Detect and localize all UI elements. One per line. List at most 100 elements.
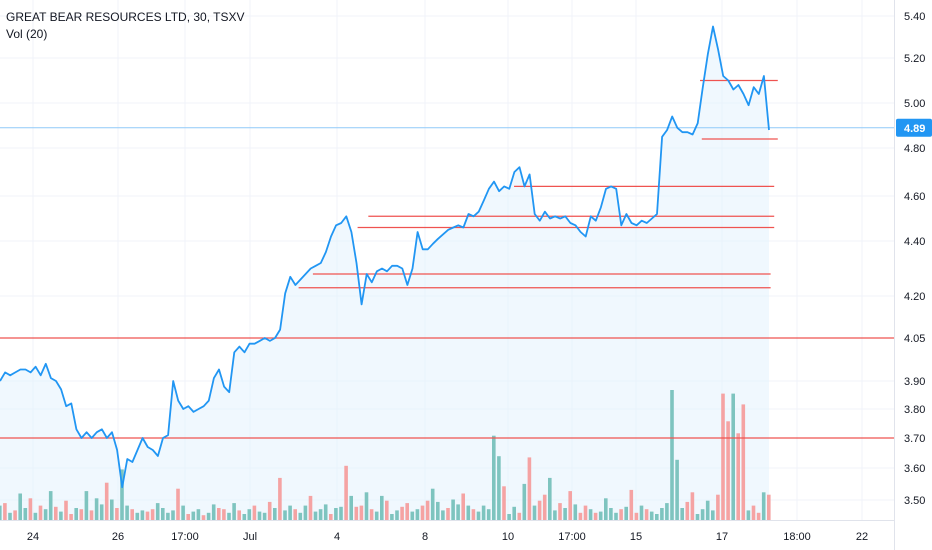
volume-bar xyxy=(548,477,552,520)
time-tick-label: 10 xyxy=(502,531,514,543)
volume-bar xyxy=(670,390,674,520)
time-tick-label: 17 xyxy=(716,531,728,543)
volume-bar xyxy=(191,511,196,520)
time-tick-label: 17:00 xyxy=(558,531,586,543)
volume-bar xyxy=(649,511,654,520)
volume-bar xyxy=(217,508,221,520)
volume-bar xyxy=(201,515,206,520)
time-tick-label: 17:00 xyxy=(171,531,199,543)
volume-bar xyxy=(736,433,740,520)
volume-bar xyxy=(267,501,272,520)
volume-bar xyxy=(492,435,496,520)
volume-bar xyxy=(43,509,48,520)
price-tick-label: 5.40 xyxy=(904,11,925,23)
volume-bar xyxy=(125,505,129,520)
volume-bar xyxy=(522,483,527,520)
volume-bar xyxy=(283,510,287,520)
volume-bar xyxy=(104,482,109,520)
volume-indicator-label: Vol (20) xyxy=(6,27,48,41)
time-tick-label: 24 xyxy=(27,531,39,543)
volume-bar xyxy=(140,510,145,520)
price-tick-label: 4.20 xyxy=(904,291,925,303)
volume-bar xyxy=(430,488,435,520)
volume-bar xyxy=(767,494,771,520)
volume-bar xyxy=(446,508,450,520)
volume-bar xyxy=(660,508,664,520)
time-tick-label: 26 xyxy=(112,531,124,543)
price-tick-label: 3.60 xyxy=(904,463,925,475)
volume-bar xyxy=(206,512,211,520)
volume-bar xyxy=(237,510,241,520)
volume-bar xyxy=(639,505,644,520)
volume-bar xyxy=(74,508,78,520)
volume-bar xyxy=(731,393,735,520)
volume-bar xyxy=(364,492,369,520)
volume-bar xyxy=(690,492,695,520)
price-tick-label: 3.50 xyxy=(904,495,925,507)
volume-bar xyxy=(18,493,22,520)
symbol-title: GREAT BEAR RESOURCES LTD, 30, TSXV xyxy=(6,10,245,24)
volume-bar xyxy=(512,506,516,520)
volume-bar xyxy=(598,511,603,520)
volume-bar xyxy=(99,504,104,520)
volume-bar xyxy=(257,511,262,520)
volume-bar xyxy=(155,503,160,520)
volume-bar xyxy=(374,511,379,520)
volume-bar xyxy=(181,505,185,520)
volume-bar xyxy=(354,506,359,520)
time-tick-label: 4 xyxy=(334,531,340,543)
volume-bar xyxy=(441,510,445,520)
volume-bar xyxy=(115,508,119,520)
volume-bar xyxy=(680,508,684,520)
volume-bar xyxy=(619,509,623,520)
volume-bar xyxy=(761,492,766,520)
volume-bar xyxy=(568,491,572,520)
volume-bar xyxy=(349,495,353,520)
volume-bar xyxy=(497,456,501,520)
volume-bar xyxy=(476,511,481,520)
volume-bar xyxy=(471,509,476,520)
volume-bar xyxy=(573,504,578,520)
volume-bar xyxy=(293,509,297,520)
volume-bar xyxy=(624,506,628,520)
volume-bar xyxy=(308,495,313,520)
volume-bar xyxy=(532,505,537,520)
volume-bar xyxy=(334,508,338,520)
volume-bar xyxy=(675,459,679,520)
volume-bar xyxy=(385,500,389,520)
price-tick-label: 3.80 xyxy=(904,404,925,416)
volume-bar xyxy=(130,509,134,520)
chart-legend: GREAT BEAR RESOURCES LTD, 30, TSXV Vol (… xyxy=(6,9,245,43)
volume-bar xyxy=(344,465,348,520)
volume-bar xyxy=(563,508,567,520)
volume-bar xyxy=(48,491,53,520)
volume-bar xyxy=(94,498,99,520)
volume-bar xyxy=(176,488,180,520)
price-tick-label: 4.80 xyxy=(904,143,925,155)
price-line xyxy=(0,25,770,489)
volume-bar xyxy=(721,393,725,520)
volume-bar xyxy=(59,511,63,520)
volume-bar xyxy=(583,505,588,520)
volume-bar xyxy=(451,499,455,520)
volume-bar xyxy=(614,512,618,520)
volume-bar xyxy=(481,505,486,520)
volume-bar xyxy=(242,514,247,520)
price-tick-label: 5.20 xyxy=(904,53,925,65)
volume-bar xyxy=(79,509,84,520)
volume-bar xyxy=(23,508,28,520)
volume-bar xyxy=(517,512,522,520)
volume-bar xyxy=(232,503,236,520)
volume-bar xyxy=(3,503,7,520)
volume-bar xyxy=(415,509,420,520)
volume-bar xyxy=(502,486,506,520)
volume-bar xyxy=(288,505,292,520)
volume-bar xyxy=(461,493,465,520)
volume-bar xyxy=(278,477,282,520)
time-tick-label: 8 xyxy=(422,531,428,543)
volume-bar xyxy=(298,512,303,520)
volume-bar xyxy=(8,512,12,520)
volume-bar xyxy=(69,514,73,520)
volume-bar xyxy=(339,506,343,520)
